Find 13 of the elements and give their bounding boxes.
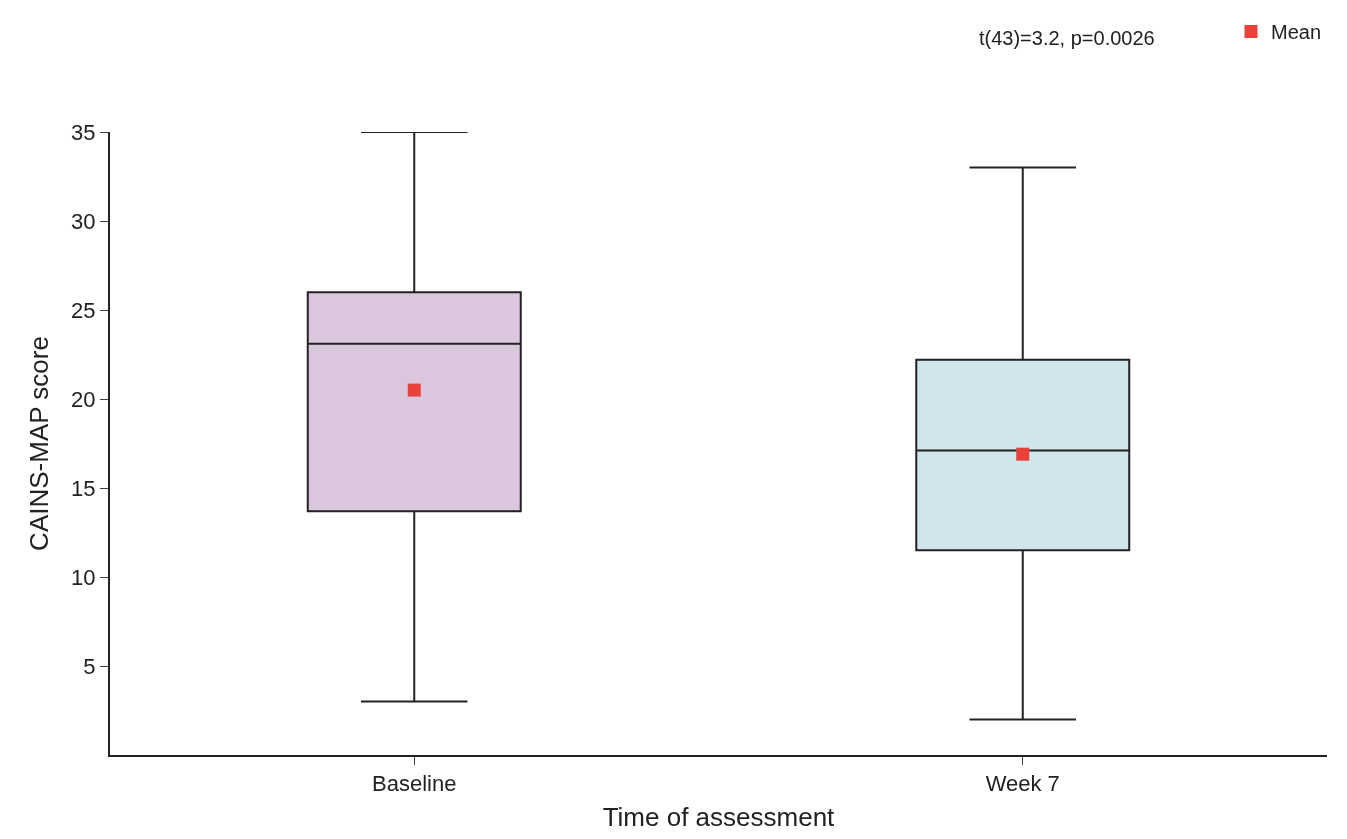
text: t(43)=3.2, p=0.0026	[979, 27, 1155, 49]
y-tick-label: 30	[71, 208, 96, 234]
y-axis-title: CAINS-MAP score	[24, 336, 55, 551]
x-tick-label: Week 7	[985, 771, 1060, 797]
y-tick-label: 10	[71, 564, 96, 590]
x-tick-label: Baseline	[372, 771, 457, 797]
y-tick-label: 5	[83, 653, 96, 679]
y-tick-label: 15	[71, 475, 96, 501]
y-tick-label: 25	[71, 297, 96, 323]
y-tick-label: 35	[71, 119, 96, 145]
x-axis-title: Time of assessment	[602, 801, 836, 832]
y-tick-label: 20	[71, 386, 96, 412]
legend-label: Mean	[1271, 21, 1322, 44]
